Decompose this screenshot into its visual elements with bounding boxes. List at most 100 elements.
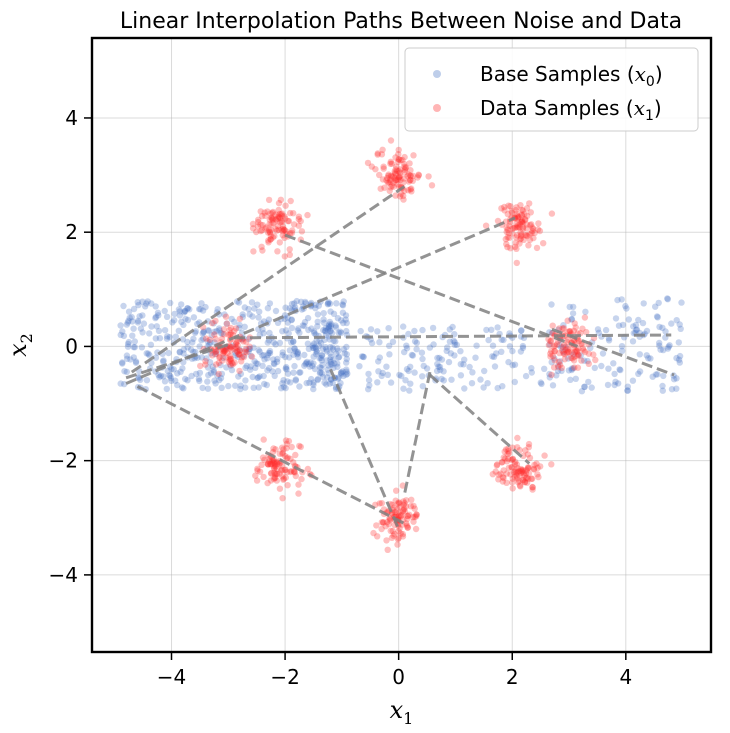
data-sample-point — [507, 203, 514, 210]
base-sample-point — [330, 310, 338, 317]
data-sample-point — [364, 159, 372, 167]
base-sample-point — [306, 363, 314, 370]
data-sample-point — [227, 361, 234, 368]
base-sample-point — [155, 327, 163, 335]
data-sample-point — [535, 473, 542, 481]
base-sample-point — [270, 360, 278, 367]
data-sample-point — [394, 158, 402, 165]
base-sample-point — [654, 314, 661, 321]
base-sample-point — [145, 350, 152, 357]
data-sample-point — [407, 503, 414, 510]
data-sample-point — [272, 446, 279, 453]
interpolation-path — [136, 385, 406, 525]
data-sample-point — [403, 520, 410, 527]
base-sample-point — [210, 367, 217, 374]
base-sample-point — [675, 339, 682, 346]
base-sample-point — [203, 355, 210, 362]
data-sample-point — [250, 248, 257, 255]
data-sample-point — [530, 466, 538, 473]
base-sample-point — [160, 373, 167, 380]
data-sample-point — [547, 338, 554, 345]
data-sample-point — [516, 467, 523, 475]
base-sample-point — [237, 370, 245, 378]
base-sample-point — [327, 308, 334, 315]
data-sample-point — [387, 172, 395, 179]
base-sample-point — [594, 326, 602, 333]
data-sample-point — [512, 206, 519, 214]
base-sample-point — [457, 372, 465, 379]
data-sample-point — [267, 236, 274, 243]
data-sample-point — [521, 210, 528, 218]
data-sample-point — [268, 470, 275, 477]
base-sample-point — [172, 333, 179, 340]
base-sample-point — [325, 324, 332, 331]
base-samples-series — [117, 295, 685, 395]
data-sample-point — [264, 461, 272, 468]
base-sample-point — [567, 376, 574, 383]
base-sample-point — [256, 373, 263, 380]
data-sample-point — [395, 509, 402, 516]
data-sample-point — [512, 224, 519, 231]
base-sample-point — [134, 317, 142, 324]
data-sample-point — [518, 468, 526, 475]
base-sample-point — [619, 321, 627, 329]
base-sample-point — [398, 372, 405, 380]
base-sample-point — [279, 351, 286, 359]
data-sample-point — [385, 171, 392, 178]
data-sample-point — [392, 166, 399, 173]
base-sample-point — [270, 356, 277, 363]
base-sample-point — [131, 338, 138, 345]
data-sample-point — [277, 219, 284, 226]
data-sample-point — [521, 215, 529, 223]
base-sample-point — [198, 354, 205, 361]
data-sample-point — [409, 172, 417, 179]
data-sample-point — [561, 350, 568, 358]
base-sample-point — [343, 371, 350, 378]
base-sample-point — [234, 353, 242, 361]
base-sample-point — [239, 311, 246, 318]
base-sample-point — [266, 349, 274, 357]
data-sample-point — [279, 450, 286, 458]
base-sample-point — [152, 303, 159, 310]
data-sample-point — [573, 347, 581, 354]
data-sample-point — [206, 336, 213, 343]
data-sample-point — [493, 462, 500, 469]
x-axis-label-sub: 1 — [403, 709, 413, 728]
base-sample-point — [343, 355, 350, 363]
plot-frame — [90, 36, 713, 654]
data-sample-point — [508, 209, 516, 216]
data-sample-point — [202, 358, 209, 365]
data-sample-point — [283, 440, 290, 448]
data-sample-point — [272, 225, 279, 233]
data-sample-point — [571, 364, 578, 371]
data-sample-point — [220, 326, 228, 333]
data-sample-point — [267, 477, 275, 484]
base-sample-point — [329, 379, 336, 387]
base-sample-point — [538, 380, 545, 388]
data-sample-point — [278, 462, 286, 469]
base-sample-point — [572, 375, 579, 382]
data-sample-point — [521, 472, 528, 479]
base-sample-point — [328, 329, 336, 337]
base-sample-point — [130, 305, 138, 313]
data-sample-point — [278, 218, 286, 226]
data-sample-point — [220, 331, 228, 338]
legend-marker-data — [433, 104, 441, 112]
data-sample-point — [513, 220, 520, 228]
data-sample-point — [273, 217, 280, 224]
base-sample-point — [517, 348, 525, 355]
data-sample-point — [236, 347, 244, 354]
data-sample-point — [376, 171, 383, 179]
base-sample-point — [216, 327, 223, 334]
data-sample-point — [413, 513, 420, 520]
base-sample-point — [446, 326, 453, 333]
base-sample-point — [204, 378, 211, 385]
base-sample-point — [334, 315, 342, 322]
data-sample-point — [404, 524, 411, 531]
base-sample-point — [212, 380, 219, 387]
data-sample-point — [405, 178, 413, 185]
base-sample-point — [302, 360, 309, 368]
base-sample-point — [334, 360, 341, 367]
base-sample-point — [310, 344, 317, 351]
data-sample-point — [209, 319, 216, 327]
